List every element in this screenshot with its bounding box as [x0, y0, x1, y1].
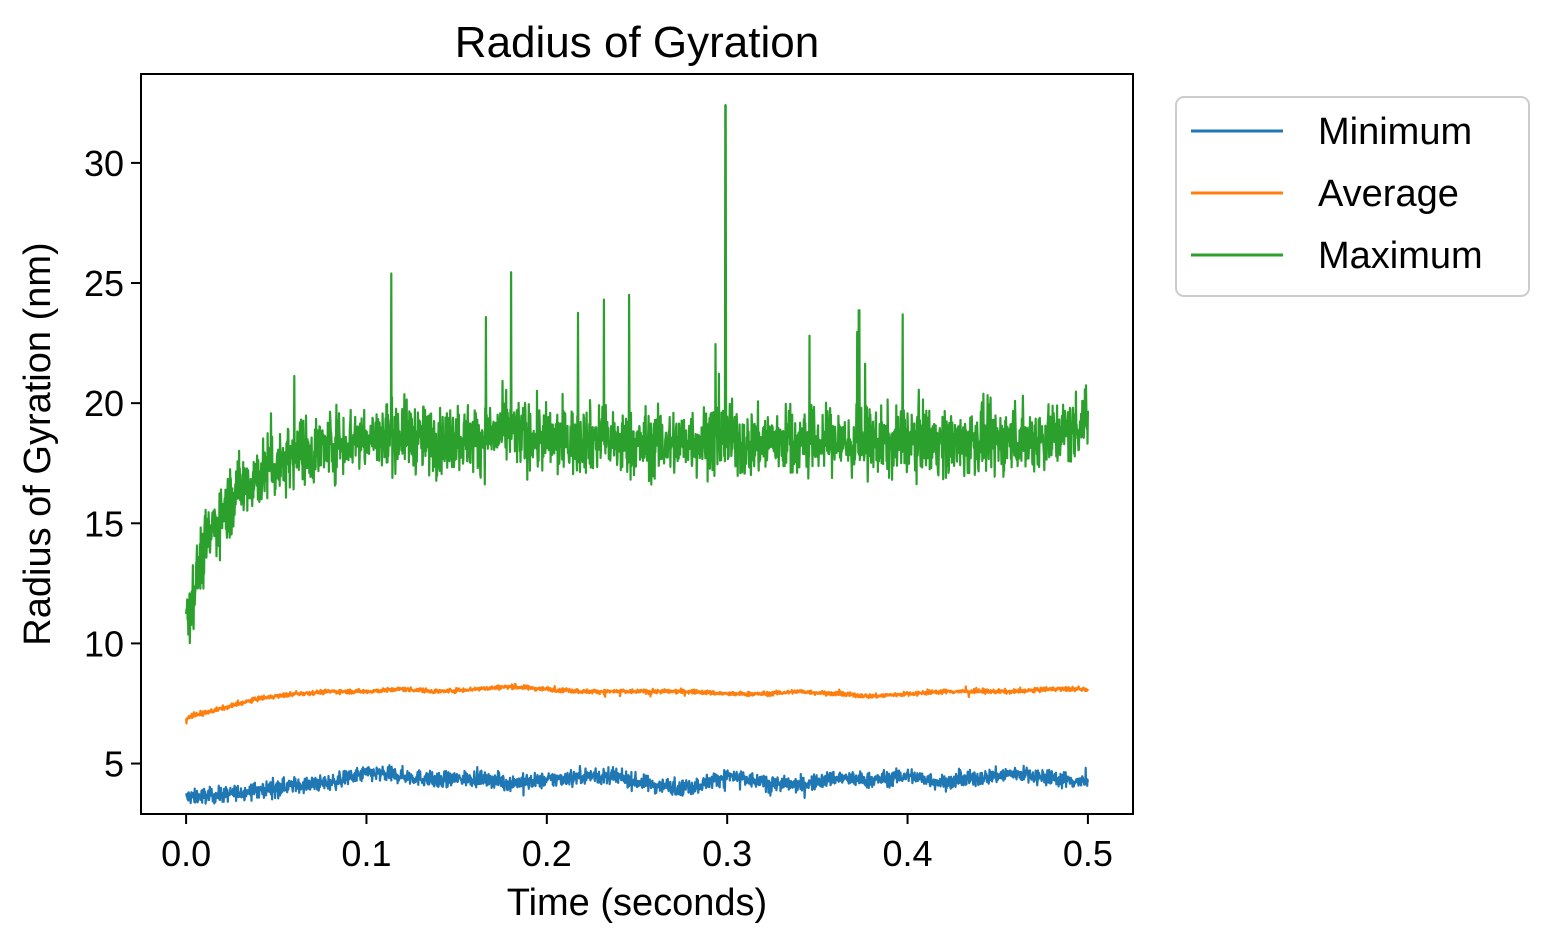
x-tick-label: 0.5: [1063, 833, 1113, 874]
y-tick-label: 20: [84, 383, 124, 424]
y-tick-label: 15: [84, 503, 124, 544]
x-axis-ticks: 0.0 0.1 0.2 0.3 0.4 0.5: [161, 814, 1113, 874]
chart-title: Radius of Gyration: [455, 18, 819, 67]
y-axis-label: Radius of Gyration (nm): [17, 242, 59, 645]
legend-label-minimum: Minimum: [1318, 111, 1472, 153]
plot-frame: [140, 73, 1134, 815]
y-tick-label: 30: [84, 143, 124, 184]
x-axis-label: Time (seconds): [507, 882, 767, 924]
x-tick-label: 0.0: [161, 833, 211, 874]
y-axis-ticks: 5 10 15 20 25 30: [84, 143, 141, 785]
plot-area: [185, 104, 1089, 805]
series-line-minimum: [185, 764, 1089, 805]
x-tick-label: 0.3: [702, 833, 752, 874]
legend-label-average: Average: [1318, 173, 1459, 215]
y-tick-label: 5: [104, 744, 124, 785]
y-tick-label: 25: [84, 263, 124, 304]
y-tick-label: 10: [84, 623, 124, 664]
legend: Minimum Average Maximum: [1175, 96, 1530, 297]
x-tick-label: 0.2: [522, 833, 572, 874]
x-tick-label: 0.4: [883, 833, 933, 874]
x-tick-label: 0.1: [341, 833, 391, 874]
series-line-maximum: [185, 104, 1089, 645]
legend-box: [1175, 96, 1530, 297]
legend-label-maximum: Maximum: [1318, 235, 1483, 277]
series-line-average: [185, 682, 1089, 725]
